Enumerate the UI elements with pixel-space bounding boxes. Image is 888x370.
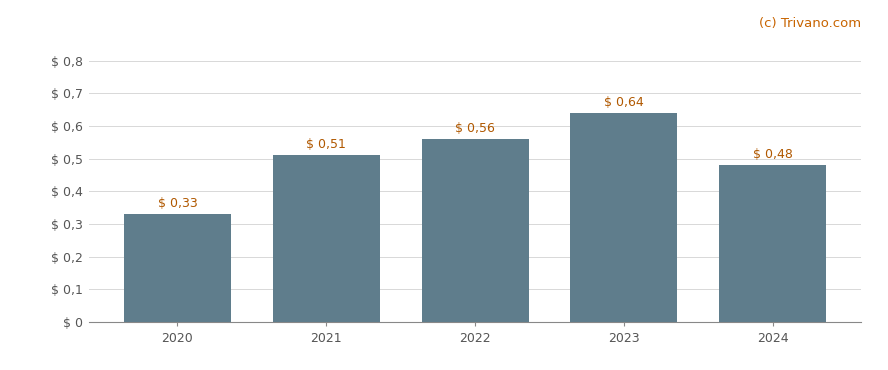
Bar (124, 214, 231, 322)
Bar (273, 155, 380, 322)
Bar (719, 165, 826, 322)
Bar (570, 113, 678, 322)
Bar (422, 139, 528, 322)
Text: $ 0,56: $ 0,56 (456, 122, 495, 135)
Text: $ 0,48: $ 0,48 (753, 148, 793, 161)
Text: $ 0,51: $ 0,51 (306, 138, 346, 151)
Text: $ 0,64: $ 0,64 (604, 96, 644, 109)
Text: $ 0,33: $ 0,33 (157, 197, 197, 210)
Text: (c) Trivano.com: (c) Trivano.com (759, 17, 861, 30)
